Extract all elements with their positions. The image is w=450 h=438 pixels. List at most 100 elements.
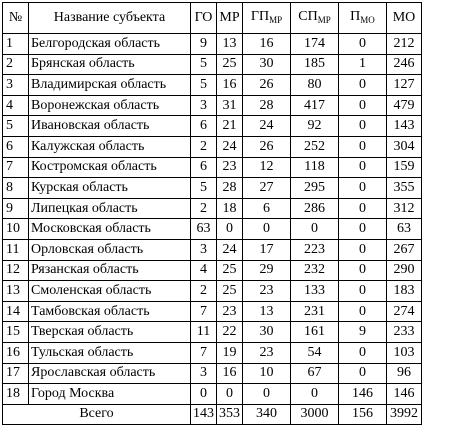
header-p-sub: МО xyxy=(360,14,375,25)
cell-gp: 10 xyxy=(242,362,291,385)
cell-subject: Тульская область xyxy=(28,341,191,364)
cell-sp: 185 xyxy=(290,53,339,76)
cell-sp: 417 xyxy=(290,94,339,117)
table-row: 13 Смоленская область 2 25 23 133 0 183 xyxy=(2,280,422,302)
cell-num: 12 xyxy=(2,259,29,282)
header-sp: СПМР xyxy=(290,2,339,34)
cell-num: 4 xyxy=(2,94,29,117)
cell-gp: 0 xyxy=(242,383,291,405)
header-gp-sub: МР xyxy=(269,14,283,25)
header-gp: ГПМР xyxy=(242,2,291,34)
cell-subject: Владимирская область xyxy=(28,74,191,96)
cell-gp: 30 xyxy=(242,53,291,76)
table-row: 11 Орловская область 3 24 17 223 0 267 xyxy=(2,238,422,261)
cell-num: 17 xyxy=(2,362,29,385)
cell-mo: 267 xyxy=(386,238,422,261)
table-row: 4 Воронежская область 3 31 28 417 0 479 xyxy=(2,94,422,117)
table-row: 12 Рязанская область 4 25 29 232 0 290 xyxy=(2,259,422,282)
cell-p: 0 xyxy=(338,259,387,282)
cell-sp: 231 xyxy=(290,300,339,323)
cell-num: 18 xyxy=(2,383,29,405)
cell-go: 0 xyxy=(190,383,217,405)
cell-p: 0 xyxy=(338,94,387,117)
cell-num: 13 xyxy=(2,280,29,302)
cell-p: 146 xyxy=(338,383,387,405)
cell-mo: 479 xyxy=(386,94,422,117)
cell-mo: 127 xyxy=(386,74,422,96)
cell-num: 16 xyxy=(2,341,29,364)
cell-p: 0 xyxy=(338,238,387,261)
cell-subject: Ивановская область xyxy=(28,115,191,137)
table-row: 9 Липецкая область 2 18 6 286 0 312 xyxy=(2,197,422,220)
cell-mo: 246 xyxy=(386,53,422,76)
cell-mr: 28 xyxy=(216,177,243,199)
cell-mr: 21 xyxy=(216,115,243,137)
cell-subject: Белгородская область xyxy=(28,33,191,55)
total-go: 143 xyxy=(190,403,217,426)
municipalities-table: № Название субъекта ГО МР ГПМР СПМР ПМО … xyxy=(2,2,422,426)
cell-num: 7 xyxy=(2,156,29,179)
total-mo: 3992 xyxy=(386,403,422,426)
cell-go: 6 xyxy=(190,115,217,137)
cell-sp: 118 xyxy=(290,156,339,179)
cell-sp: 0 xyxy=(290,218,339,240)
cell-num: 10 xyxy=(2,218,29,240)
cell-p: 1 xyxy=(338,53,387,76)
cell-subject: Брянская область xyxy=(28,53,191,76)
cell-sp: 174 xyxy=(290,33,339,55)
table-row: 18 Город Москва 0 0 0 0 146 146 xyxy=(2,383,422,405)
cell-go: 9 xyxy=(190,33,217,55)
cell-mr: 19 xyxy=(216,341,243,364)
cell-sp: 232 xyxy=(290,259,339,282)
cell-mr: 24 xyxy=(216,238,243,261)
header-gp-main: ГП xyxy=(250,8,270,24)
cell-go: 2 xyxy=(190,280,217,302)
cell-mr: 0 xyxy=(216,383,243,405)
table-row: 14 Тамбовская область 7 23 13 231 0 274 xyxy=(2,300,422,323)
cell-p: 0 xyxy=(338,156,387,179)
cell-go: 3 xyxy=(190,238,217,261)
cell-mr: 13 xyxy=(216,33,243,55)
cell-subject: Город Москва xyxy=(28,383,191,405)
table-row: 16 Тульская область 7 19 23 54 0 103 xyxy=(2,341,422,364)
cell-go: 7 xyxy=(190,341,217,364)
cell-mo: 233 xyxy=(386,321,422,343)
cell-mo: 355 xyxy=(386,177,422,199)
cell-mo: 96 xyxy=(386,362,422,385)
cell-gp: 27 xyxy=(242,177,291,199)
table-row: 3 Владимирская область 5 16 26 80 0 127 xyxy=(2,74,422,96)
cell-mo: 304 xyxy=(386,135,422,158)
cell-p: 0 xyxy=(338,74,387,96)
cell-subject: Ярославская область xyxy=(28,362,191,385)
cell-gp: 0 xyxy=(242,218,291,240)
cell-go: 11 xyxy=(190,321,217,343)
cell-sp: 286 xyxy=(290,197,339,220)
cell-mr: 0 xyxy=(216,218,243,240)
cell-subject: Орловская область xyxy=(28,238,191,261)
cell-subject: Рязанская область xyxy=(28,259,191,282)
cell-go: 3 xyxy=(190,94,217,117)
cell-sp: 295 xyxy=(290,177,339,199)
cell-p: 0 xyxy=(338,115,387,137)
cell-gp: 30 xyxy=(242,321,291,343)
cell-gp: 23 xyxy=(242,341,291,364)
cell-mo: 290 xyxy=(386,259,422,282)
cell-mo: 274 xyxy=(386,300,422,323)
cell-p: 0 xyxy=(338,33,387,55)
cell-mo: 103 xyxy=(386,341,422,364)
cell-num: 9 xyxy=(2,197,29,220)
cell-mr: 25 xyxy=(216,259,243,282)
table-row: 7 Костромская область 6 23 12 118 0 159 xyxy=(2,156,422,179)
cell-subject: Калужская область xyxy=(28,135,191,158)
table-row: 17 Ярославская область 3 16 10 67 0 96 xyxy=(2,362,422,385)
cell-num: 2 xyxy=(2,53,29,76)
cell-p: 0 xyxy=(338,362,387,385)
cell-go: 2 xyxy=(190,135,217,158)
cell-sp: 223 xyxy=(290,238,339,261)
cell-num: 1 xyxy=(2,33,29,55)
cell-mr: 24 xyxy=(216,135,243,158)
cell-gp: 23 xyxy=(242,280,291,302)
cell-sp: 252 xyxy=(290,135,339,158)
cell-go: 4 xyxy=(190,259,217,282)
cell-num: 14 xyxy=(2,300,29,323)
